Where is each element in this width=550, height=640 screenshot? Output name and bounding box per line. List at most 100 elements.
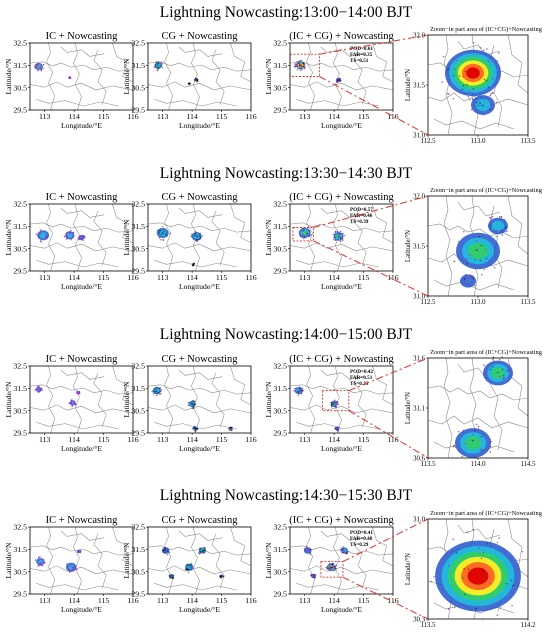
y-tick-label: 31.5 [273, 545, 287, 554]
x-axis-label: Longitude/°E [179, 121, 220, 130]
cg-flash-marker: + [196, 77, 199, 82]
ts-value: TS=0.29 [350, 542, 369, 548]
x-axis-label: Longitude/°E [321, 605, 362, 614]
cg-flash-marker: + [185, 567, 188, 572]
y-tick-label: 30.5 [273, 406, 287, 415]
ic-flash-marker [341, 551, 343, 554]
x-tick-label: 116 [387, 435, 399, 444]
cg-flash-marker: + [330, 403, 333, 408]
ic-flash-marker [337, 428, 339, 431]
y-tick-label: 31.5 [131, 61, 145, 70]
boundary-line [372, 526, 394, 567]
cg-flash-marker: + [191, 398, 194, 403]
ic-flash-marker [80, 235, 83, 238]
boundary-line [372, 365, 394, 406]
ic-flash-marker [294, 387, 296, 390]
cg-flash-marker: + [193, 404, 196, 409]
ic-flash-marker [82, 236, 84, 238]
cg-flash-marker: + [299, 58, 302, 63]
map-background [290, 43, 393, 110]
ic-flash-marker [330, 568, 332, 570]
ic-flash-marker [482, 104, 485, 107]
zoom-title: Zoom−in part area of (IC+CG)+Nowcasting [430, 510, 543, 517]
ic-flash-marker [82, 235, 84, 237]
cg-flash-marker: + [505, 581, 508, 586]
y-tick-label: 32.5 [13, 39, 27, 48]
ic-flash-marker [42, 564, 44, 567]
y-tick-label: 31.5 [131, 545, 145, 554]
cg-flash-marker: + [162, 237, 165, 242]
cg-flash-marker: + [191, 261, 194, 266]
ic-flash-marker [63, 235, 66, 238]
ic-flash-marker [40, 69, 43, 71]
y-tick-label: 29.5 [131, 106, 145, 115]
y-tick-label: 31.5 [13, 384, 27, 393]
cg-flash-marker: + [189, 81, 192, 86]
cg-flash-marker: + [154, 61, 157, 66]
ic-flash-marker [65, 238, 68, 240]
y-axis-label: Latitude/°N [264, 381, 273, 417]
ic-flash-marker [501, 356, 503, 358]
cg-flash-marker: + [166, 552, 169, 557]
ic-flash-marker [302, 65, 305, 68]
cg-flash-marker: + [162, 231, 165, 236]
cg-flash-marker: + [487, 84, 490, 89]
cg-flash-marker: + [303, 60, 306, 65]
cg-flash-marker: + [342, 544, 345, 549]
ic-flash-marker [37, 235, 39, 238]
ic-flash-marker [500, 216, 503, 218]
x-tick-label: 116 [245, 273, 257, 282]
cg-flash-marker: + [329, 565, 332, 570]
cg-flash-marker: + [342, 550, 345, 555]
ic-flash-marker [78, 550, 80, 552]
ic-flash-marker [483, 364, 485, 366]
ic-flash-marker [303, 63, 305, 66]
ic-flash-marker [465, 258, 468, 260]
ic-flash-marker [453, 260, 455, 262]
panel-cg: CG + Nowcasting+++++++++++++++++++++++++… [122, 354, 257, 453]
panel-ic: IC + Nowcasting 113 114 115 116 29.5 30.5 31.5 3… [4, 354, 139, 453]
row-3-title: Lightning Nowcasting:14:00−15:00 BJT [160, 326, 413, 343]
cg-flash-marker: + [230, 427, 233, 432]
cg-flash-marker: + [340, 235, 343, 240]
cg-flash-marker: + [333, 400, 336, 405]
cg-flash-marker: + [511, 603, 514, 608]
cg-flash-marker: + [343, 233, 346, 238]
cg-flash-marker: + [298, 61, 301, 66]
y-tick-label: 29.5 [273, 590, 287, 599]
cg-flash-marker: + [167, 548, 170, 553]
map-background [30, 43, 133, 110]
zoom-panel: Zoom−in part area of (IC+CG)+Nowcasting +… [405, 510, 543, 629]
cg-flash-marker: + [331, 562, 334, 567]
cg-flash-marker: + [163, 229, 166, 234]
cg-flash-marker: + [188, 81, 191, 86]
ic-flash-marker [496, 60, 498, 62]
cg-flash-marker: + [156, 228, 159, 233]
x-tick-label: 116 [127, 596, 139, 605]
cg-flash-marker: + [158, 230, 161, 235]
ic-flash-marker [308, 548, 311, 550]
x-tick-label: 113 [39, 596, 51, 605]
boundary-line [443, 195, 453, 297]
lightning-density-contour [194, 78, 199, 82]
cg-flash-marker: + [190, 560, 193, 565]
cg-flash-marker: + [472, 86, 475, 91]
cg-flash-marker: + [496, 370, 499, 375]
boundary-line [154, 99, 237, 107]
y-tick-label: 32.5 [13, 362, 27, 371]
cg-flash-marker: + [169, 575, 172, 580]
zoom-x-tick-label: 113.0 [470, 299, 486, 306]
cg-flash-marker: + [196, 238, 199, 243]
boundary-line [190, 526, 200, 595]
ic-flash-marker [344, 551, 347, 553]
cg-flash-marker: + [229, 425, 232, 430]
cg-flash-marker: + [188, 80, 191, 85]
boundary-line [46, 526, 55, 595]
map-background [148, 527, 251, 594]
boundary-line [457, 40, 501, 56]
panel-frame [147, 526, 252, 595]
boundary-line [72, 526, 82, 595]
ic-flash-marker [462, 429, 465, 432]
lightning-density-contour [154, 388, 160, 393]
cg-flash-marker: + [452, 96, 455, 101]
